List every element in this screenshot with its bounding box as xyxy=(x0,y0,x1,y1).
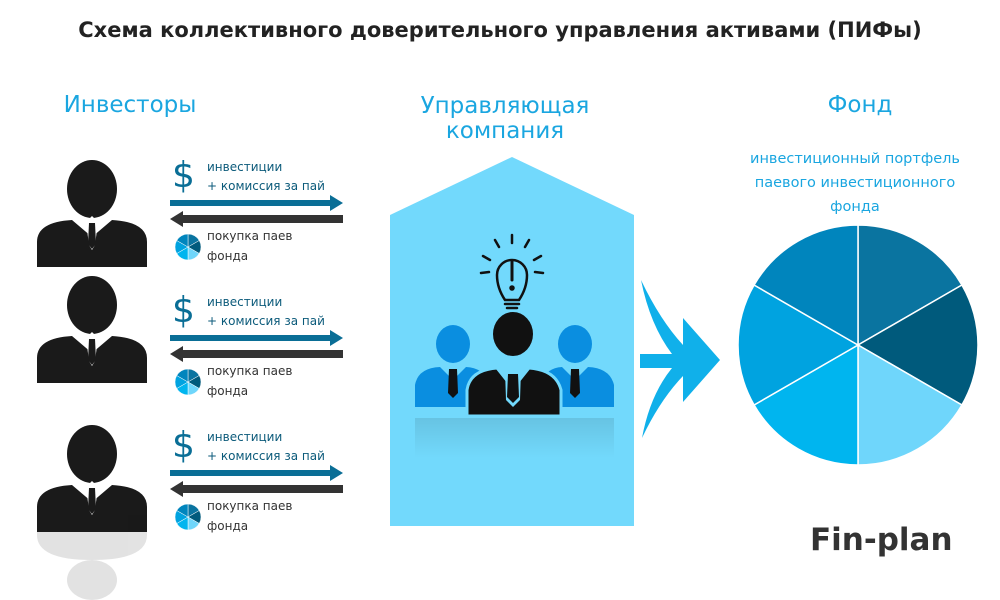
commission-label: + комиссия за пай xyxy=(207,314,325,328)
pie-slice xyxy=(176,368,189,383)
portfolio-caption: инвестиционный портфель паевого инвестиц… xyxy=(720,147,990,219)
fund-heading: Фонд xyxy=(827,92,893,118)
shares-arrow xyxy=(170,211,343,227)
invest-label: инвестиции xyxy=(207,160,283,174)
pie-slice xyxy=(856,283,979,407)
pie-slice xyxy=(737,283,860,407)
dollar-icon: $ xyxy=(172,290,195,331)
investment-arrow xyxy=(170,195,343,211)
dollar-icon: $ xyxy=(172,425,195,466)
flow-arrow-icon xyxy=(640,280,720,438)
investment-arrow xyxy=(170,465,343,481)
shares-arrow xyxy=(170,481,343,497)
pie-slice xyxy=(176,503,189,518)
heading-line: компания xyxy=(445,118,565,144)
investor-flow-row: $ инвестиции + комиссия за пай покупка п… xyxy=(0,425,370,557)
team-icon xyxy=(415,312,614,458)
management-company-heading: Управляющая компания xyxy=(395,94,615,144)
mini-pie-icon xyxy=(174,368,202,396)
caption-line: фонда xyxy=(830,199,880,215)
fund-pie xyxy=(737,224,979,466)
investor-reflection xyxy=(37,515,147,600)
brand-logo: Fin-plan xyxy=(810,522,953,558)
commission-label: + комиссия за пай xyxy=(207,179,325,193)
commission-label: + комиссия за пай xyxy=(207,449,325,463)
pie-slice xyxy=(176,233,189,248)
purchase-label: покупка паев xyxy=(207,229,293,243)
heading-line: Управляющая xyxy=(420,93,590,119)
purchase-label: фонда xyxy=(207,384,249,398)
investor-icon xyxy=(37,425,147,532)
fund-pie-chart xyxy=(737,224,979,466)
shares-arrow xyxy=(170,346,343,362)
pie-slice xyxy=(753,343,859,466)
caption-line: инвестиционный портфель xyxy=(750,151,960,167)
investor-flow-row: $ инвестиции + комиссия за пай покупка п… xyxy=(0,155,370,287)
purchase-label: фонда xyxy=(207,249,249,263)
purchase-label: фонда xyxy=(207,519,249,533)
pie-slice xyxy=(857,224,963,347)
caption-line: паевого инвестиционного xyxy=(754,175,956,191)
pie-slice xyxy=(857,343,963,466)
investors-heading: Инвесторы xyxy=(63,92,197,118)
investor-icon xyxy=(37,276,147,383)
invest-label: инвестиции xyxy=(207,295,283,309)
investment-arrow xyxy=(170,330,343,346)
dollar-icon: $ xyxy=(172,155,195,196)
mini-pie-icon xyxy=(174,503,202,531)
invest-label: инвестиции xyxy=(207,430,283,444)
investor-flow-row: $ инвестиции + комиссия за пай покупка п… xyxy=(0,290,370,422)
pie-slice xyxy=(753,224,859,347)
purchase-label: покупка паев xyxy=(207,499,293,513)
lightbulb-icon xyxy=(479,233,545,310)
page-title: Схема коллективного доверительного управ… xyxy=(78,18,922,42)
investor-icon xyxy=(37,160,147,267)
purchase-label: покупка паев xyxy=(207,364,293,378)
mini-pie-icon xyxy=(174,233,202,261)
